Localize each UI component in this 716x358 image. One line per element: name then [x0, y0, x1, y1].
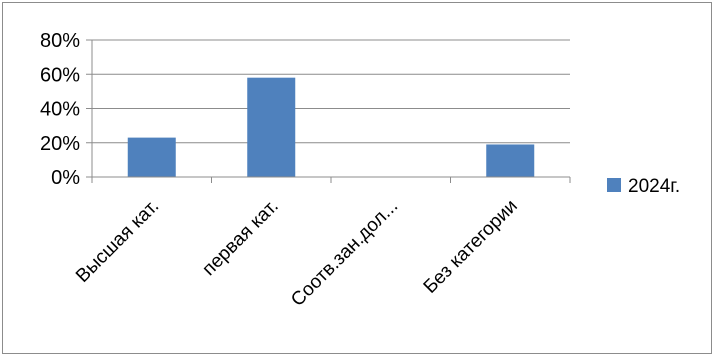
bar [127, 137, 176, 177]
axes [86, 39, 571, 183]
y-tick-label: 0% [51, 167, 80, 189]
chart-frame [2, 2, 712, 354]
y-tick-label: 60% [40, 64, 80, 86]
x-tick-label: первая кат. [198, 196, 282, 280]
y-tick-label: 20% [40, 133, 80, 155]
y-tick-label: 40% [40, 99, 80, 121]
legend-label: 2024г. [628, 176, 680, 197]
legend-swatch [607, 178, 621, 192]
x-tick-label: Высшая кат. [72, 196, 163, 287]
x-tick-labels: Высшая кат. первая кат. Соотв.зан.дол... Бе… [72, 196, 522, 311]
y-tick-label: 80% [40, 30, 80, 52]
bar [486, 144, 535, 177]
x-tick-label: Соотв.зан.дол... [287, 196, 402, 311]
legend: 2024г. [607, 176, 680, 197]
bars [127, 77, 535, 177]
bar [247, 77, 296, 177]
y-tick-labels: 0% 20% 40% 60% 80% [40, 30, 80, 189]
x-tick-label: Без категории [420, 196, 522, 298]
gridlines [92, 39, 570, 144]
